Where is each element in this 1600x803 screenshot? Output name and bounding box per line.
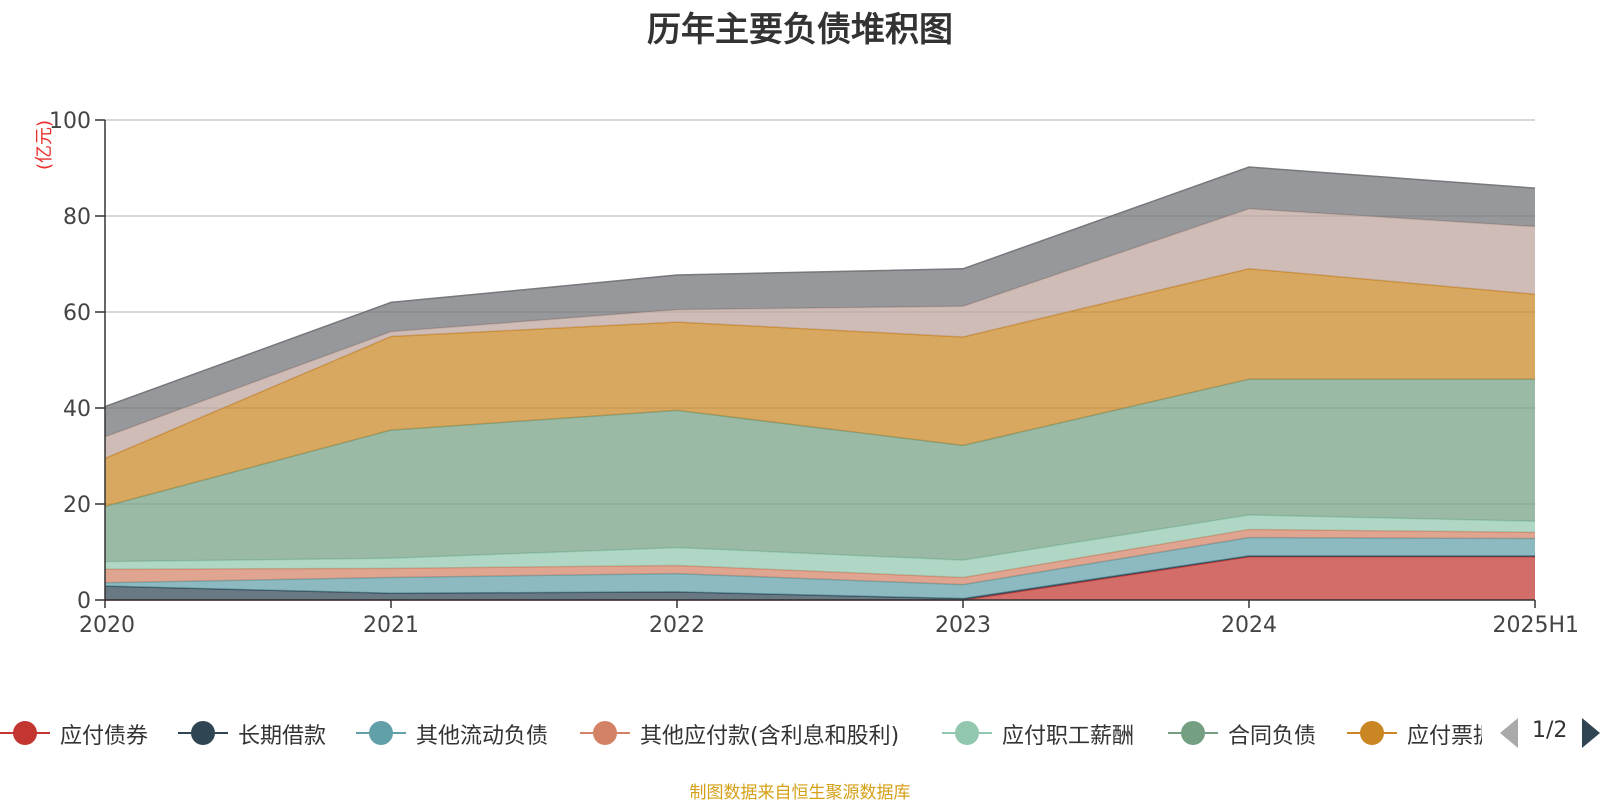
area-series-8 <box>105 208 1535 459</box>
legend-items-viewport: 应付债券 长期借款 其他流动负债 其他应付款(含利息和股利) 应付职工薪酬 合同负债 应付票… <box>0 708 1482 758</box>
y-axis-unit-label: (亿元) <box>34 120 55 170</box>
legend-circle-icon <box>1181 721 1205 745</box>
legend-circle-icon <box>13 721 37 745</box>
area-series-9 <box>105 167 1535 437</box>
legend-circle-icon <box>593 721 617 745</box>
legend-label: 合同负债 <box>1228 724 1317 749</box>
legend-circle-icon <box>369 721 393 745</box>
area-series-1 <box>105 556 1535 600</box>
legend-label: 其他流动负债 <box>416 724 549 749</box>
y-tick-label: 60 <box>63 301 91 326</box>
legend-label: 应付债券 <box>60 724 149 749</box>
x-tick-label: 2025H1 <box>1492 613 1579 638</box>
y-tick-label: 80 <box>63 205 91 230</box>
x-tick-label: 2023 <box>935 613 991 638</box>
y-tick-label: 100 <box>49 109 91 134</box>
area-series-5 <box>105 515 1535 578</box>
y-tick-label: 0 <box>77 589 91 614</box>
area-series-3 <box>105 537 1535 599</box>
stacked-area-chart: 0 20 40 60 80 100 2020 2021 2022 2023 2024 2025H1 (… <box>34 109 1579 638</box>
legend-label: 长期借款 <box>238 724 327 749</box>
legend-page-indicator: 1/2 <box>1532 718 1568 743</box>
x-tick-label: 2020 <box>79 613 135 638</box>
x-tick-label: 2024 <box>1221 613 1277 638</box>
area-series-7 <box>105 268 1535 507</box>
legend-circle-icon <box>191 721 215 745</box>
legend-label: 应付票据 <box>1407 724 1482 749</box>
x-tick-label: 2021 <box>363 613 419 638</box>
area-series-4 <box>105 529 1535 585</box>
area-series <box>104 166 1536 601</box>
legend-pager: 1/2 <box>1500 716 1600 750</box>
chart-title: 历年主要负债堆积图 <box>647 10 953 50</box>
axes <box>95 119 1536 608</box>
tick-labels: 0 20 40 60 80 100 2020 2021 2022 2023 2024 2025H1 <box>49 109 1579 638</box>
legend-prev-page-icon[interactable] <box>1500 718 1518 748</box>
legend-next-page-icon[interactable] <box>1582 718 1600 748</box>
area-series-line-9 <box>104 166 1536 408</box>
legend: 应付债券 长期借款 其他流动负债 其他应付款(含利息和股利) 应付职工薪酬 合同负债 应付票… <box>0 708 1600 758</box>
x-tick-label: 2022 <box>649 613 705 638</box>
y-tick-label: 20 <box>63 493 91 518</box>
legend-circle-icon <box>955 721 979 745</box>
legend-label: 应付职工薪酬 <box>1002 724 1135 749</box>
area-series-6 <box>105 379 1535 562</box>
data-source-note: 制图数据来自恒生聚源数据库 <box>689 783 911 803</box>
legend-circle-icon <box>1360 721 1384 745</box>
y-tick-label: 40 <box>63 397 91 422</box>
legend-label: 其他应付款(含利息和股利) <box>640 724 900 749</box>
